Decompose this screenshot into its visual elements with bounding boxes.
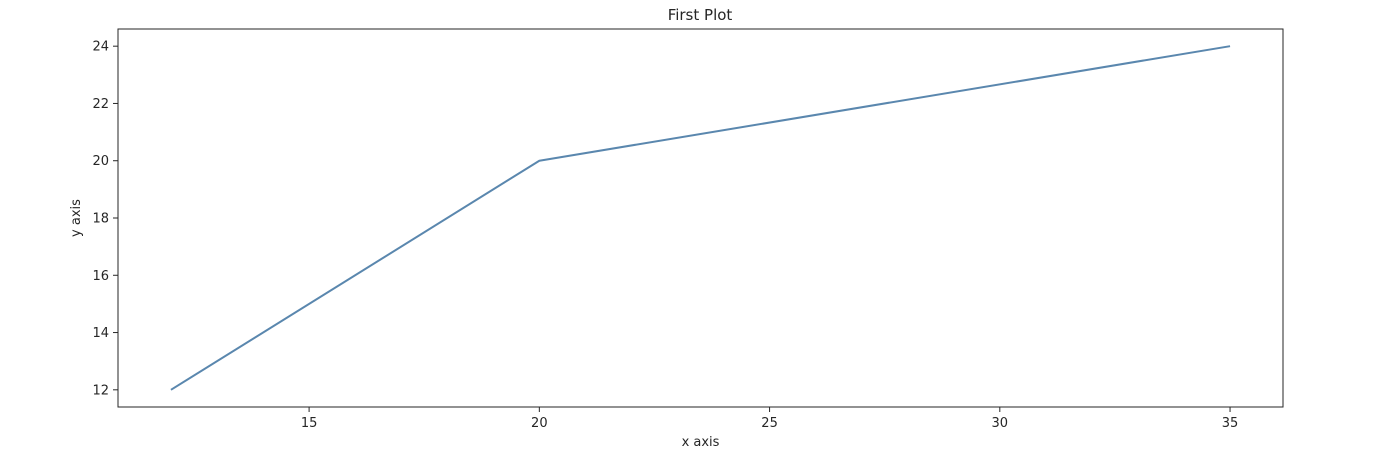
chart-title: First Plot: [668, 6, 733, 24]
y-tick-label: 20: [92, 154, 109, 169]
x-axis-label: x axis: [682, 435, 720, 450]
series-layer: [170, 45, 1231, 391]
y-tick-label: 16: [92, 269, 109, 284]
series-line-0: [170, 45, 1231, 391]
x-axis-ticks: 15 20 25 30 35: [301, 407, 1238, 431]
y-tick-label: 18: [92, 212, 109, 227]
x-tick-label: 30: [992, 416, 1009, 431]
y-tick-label: 12: [92, 383, 109, 398]
x-tick-label: 15: [301, 416, 318, 431]
y-tick-label: 14: [92, 326, 109, 341]
y-tick-label: 24: [92, 40, 109, 55]
x-tick-label: 25: [761, 416, 778, 431]
x-tick-label: 20: [531, 416, 548, 431]
plot-area-frame: [117, 28, 1284, 408]
y-axis-ticks: 12 14 16 18 20 22 24: [92, 40, 118, 398]
y-tick-label: 22: [92, 97, 109, 112]
y-axis-label: y axis: [69, 199, 84, 237]
x-tick-label: 35: [1222, 416, 1239, 431]
